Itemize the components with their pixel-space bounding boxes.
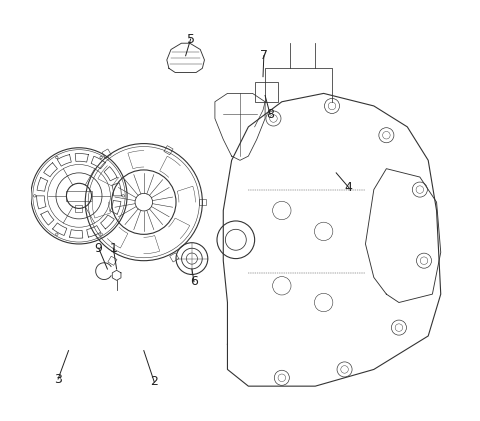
Bar — [75, 205, 82, 212]
Bar — [164, 146, 173, 155]
Text: 6: 6 — [190, 275, 198, 288]
Text: 9: 9 — [95, 242, 103, 255]
Text: 1: 1 — [109, 242, 117, 255]
Bar — [170, 253, 179, 262]
Bar — [199, 199, 206, 205]
Text: 7: 7 — [260, 49, 268, 62]
Bar — [108, 256, 117, 265]
Text: 8: 8 — [266, 108, 274, 121]
Text: 5: 5 — [187, 32, 195, 45]
Text: 4: 4 — [345, 181, 353, 194]
Text: 3: 3 — [54, 373, 62, 386]
Text: 2: 2 — [150, 376, 158, 389]
Bar — [102, 149, 111, 158]
